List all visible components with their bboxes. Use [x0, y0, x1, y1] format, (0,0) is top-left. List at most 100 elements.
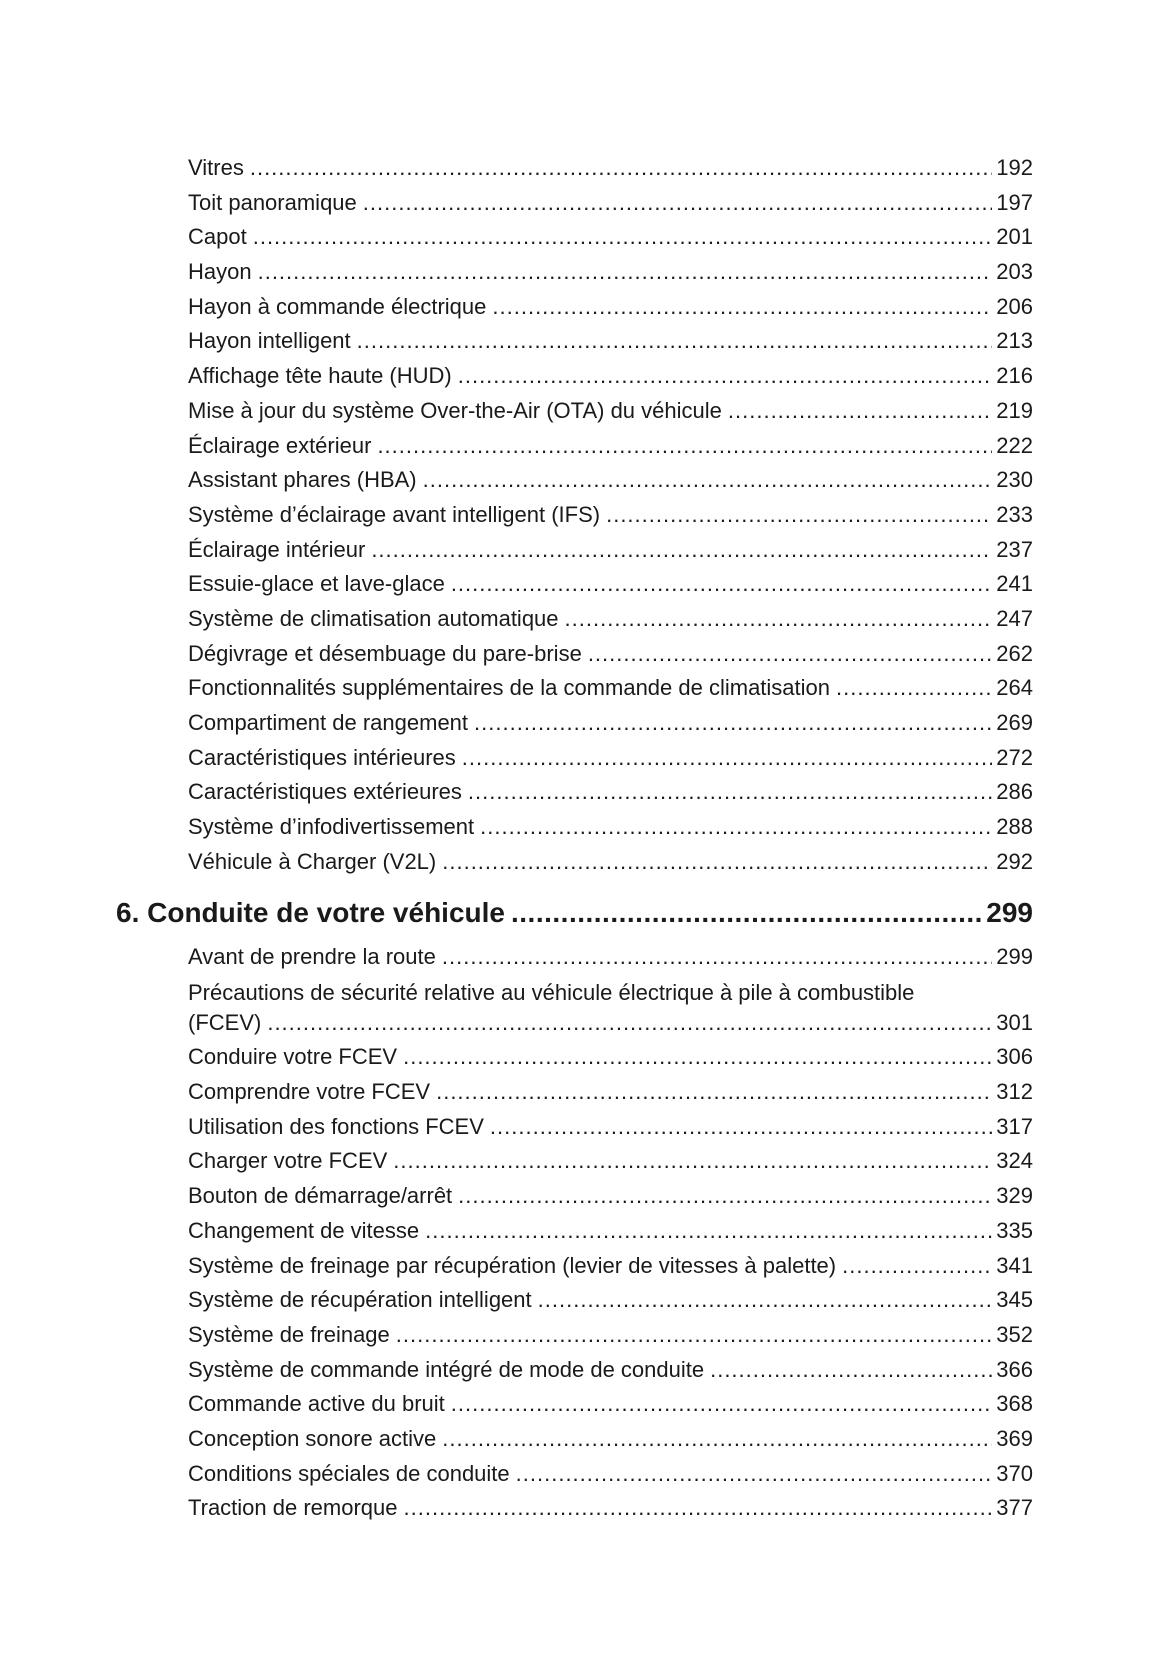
toc-section-6-list: Avant de prendre la route 299 Précautions … [188, 940, 1033, 1526]
dot-leader [442, 940, 992, 975]
entry-title: Système de climatisation automatique [188, 605, 559, 631]
dot-leader [363, 186, 993, 221]
toc-entry[interactable]: Conduire votre FCEV 306 [188, 1040, 1033, 1075]
entry-page: 335 [996, 1217, 1033, 1243]
toc-entry[interactable]: Système d’infodivertissement 288 [188, 810, 1033, 845]
dot-leader [468, 775, 992, 810]
entry-page: 352 [996, 1321, 1033, 1347]
entry-title-continued: (FCEV) [188, 1009, 262, 1035]
toc-entry[interactable]: Caractéristiques intérieures 272 [188, 741, 1033, 776]
toc-entry[interactable]: Hayon intelligent 213 [188, 324, 1033, 359]
dot-leader [606, 498, 992, 533]
entry-title: Conditions spéciales de conduite [188, 1460, 510, 1486]
dot-leader [462, 741, 993, 776]
toc-entry[interactable]: Conditions spéciales de conduite 370 [188, 1457, 1033, 1492]
entry-title: Charger votre FCEV [188, 1148, 388, 1174]
toc-entry[interactable]: Changement de vitesse 335 [188, 1214, 1033, 1249]
dot-leader [371, 533, 992, 568]
toc-chapter-heading[interactable]: 6. Conduite de votre véhicule 299 [116, 893, 1033, 933]
entry-page: 366 [996, 1356, 1033, 1382]
dot-leader [250, 151, 992, 186]
entry-title: Système de commande intégré de mode de c… [188, 1356, 705, 1382]
toc-entry[interactable]: Capot 201 [188, 220, 1033, 255]
entry-page: 203 [996, 259, 1033, 285]
entry-title: Bouton de démarrage/arrêt [188, 1183, 453, 1209]
entry-title: Système d’éclairage avant intelligent (I… [188, 501, 601, 527]
entry-page: 312 [996, 1079, 1033, 1105]
toc-entry[interactable]: Caractéristiques extérieures 286 [188, 775, 1033, 810]
entry-title: Précautions de sécurité relative au véhi… [188, 979, 915, 1005]
toc-entry[interactable]: Commande active du bruit 368 [188, 1387, 1033, 1422]
toc-entry[interactable]: Avant de prendre la route 299 [188, 940, 1033, 975]
toc-entry[interactable]: Système de récupération intelligent 345 [188, 1283, 1033, 1318]
entry-title: Mise à jour du système Over-the-Air (OTA… [188, 397, 722, 423]
toc-entry[interactable]: Compartiment de rangement 269 [188, 706, 1033, 741]
toc-entry[interactable]: Affichage tête haute (HUD) 216 [188, 359, 1033, 394]
entry-page: 286 [996, 779, 1033, 805]
dot-leader [710, 1353, 992, 1388]
toc-entry[interactable]: Mise à jour du système Over-the-Air (OTA… [188, 394, 1033, 429]
entry-title: Toit panoramique [188, 189, 357, 215]
entry-page: 301 [996, 1009, 1033, 1035]
toc-entry[interactable]: Dégivrage et désembuage du pare-brise 262 [188, 637, 1033, 672]
dot-leader [511, 893, 982, 933]
toc-entry[interactable]: Système de freinage 352 [188, 1318, 1033, 1353]
toc-entry[interactable]: Système de freinage par récupération (le… [188, 1249, 1033, 1284]
entry-title: Hayon [188, 259, 252, 285]
entry-page: 219 [996, 397, 1033, 423]
entry-title: Assistant phares (HBA) [188, 467, 417, 493]
entry-title: Caractéristiques extérieures [188, 779, 462, 805]
entry-title: Éclairage extérieur [188, 432, 372, 458]
entry-page: 201 [996, 224, 1033, 250]
dot-leader [267, 1006, 992, 1041]
entry-title: Dégivrage et désembuage du pare-brise [188, 640, 582, 666]
entry-page: 241 [996, 571, 1033, 597]
entry-page: 264 [996, 675, 1033, 701]
entry-title: Caractéristiques intérieures [188, 744, 456, 770]
dot-leader [490, 1110, 992, 1145]
toc-entry[interactable]: Éclairage intérieur 237 [188, 533, 1033, 568]
dot-leader [258, 255, 993, 290]
toc-entry[interactable]: Système de climatisation automatique 247 [188, 602, 1033, 637]
toc-entry[interactable]: Comprendre votre FCEV 312 [188, 1075, 1033, 1110]
toc-entry[interactable]: Système d’éclairage avant intelligent (I… [188, 498, 1033, 533]
toc-entry[interactable]: Éclairage extérieur 222 [188, 429, 1033, 464]
entry-title: Comprendre votre FCEV [188, 1079, 431, 1105]
toc-entry[interactable]: Assistant phares (HBA) 230 [188, 463, 1033, 498]
dot-leader [836, 671, 992, 706]
toc-entry[interactable]: Fonctionnalités supplémentaires de la co… [188, 671, 1033, 706]
entry-page: 288 [996, 814, 1033, 840]
toc-entry[interactable]: Véhicule à Charger (V2L) 292 [188, 845, 1033, 880]
entry-title: Vitres [188, 155, 244, 180]
entry-title: Système de freinage par récupération (le… [188, 1252, 837, 1278]
entry-title: Éclairage intérieur [188, 536, 366, 562]
toc-entry[interactable]: Conception sonore active 369 [188, 1422, 1033, 1457]
toc-entry[interactable]: Vitres 192 [188, 151, 1033, 186]
toc-entry[interactable]: Traction de remorque 377 [188, 1491, 1033, 1526]
toc-entry[interactable]: Charger votre FCEV 324 [188, 1144, 1033, 1179]
entry-title: Avant de prendre la route [188, 944, 436, 969]
toc-entry[interactable]: Précautions de sécurité relative au véhi… [188, 979, 1033, 1041]
dot-leader [442, 1422, 992, 1457]
entry-page: 370 [996, 1460, 1033, 1486]
toc-entry[interactable]: Utilisation des fonctions FCEV 317 [188, 1110, 1033, 1145]
entry-page: 262 [996, 640, 1033, 666]
entry-page: 216 [996, 363, 1033, 389]
chapter-page: 299 [986, 897, 1033, 928]
entry-title: Compartiment de rangement [188, 710, 469, 735]
toc-entry[interactable]: Toit panoramique 197 [188, 186, 1033, 221]
toc-entry[interactable]: Hayon à commande électrique 206 [188, 290, 1033, 325]
entry-page: 306 [996, 1044, 1033, 1070]
dot-leader [423, 463, 993, 498]
toc-entry[interactable]: Système de commande intégré de mode de c… [188, 1353, 1033, 1388]
dot-leader [451, 567, 992, 602]
entry-title: Véhicule à Charger (V2L) [188, 848, 437, 874]
toc-entry[interactable]: Essuie-glace et lave-glace 241 [188, 567, 1033, 602]
entry-page: 341 [996, 1252, 1033, 1278]
toc-section-5-list: Vitres 192 Toit panoramique 197 Capot 201 Hayo… [188, 151, 1033, 879]
toc-entry[interactable]: Bouton de démarrage/arrêt 329 [188, 1179, 1033, 1214]
toc-entry[interactable]: Hayon 203 [188, 255, 1033, 290]
entry-page: 368 [996, 1391, 1033, 1417]
entry-page: 272 [996, 744, 1033, 770]
entry-page: 345 [996, 1287, 1033, 1313]
